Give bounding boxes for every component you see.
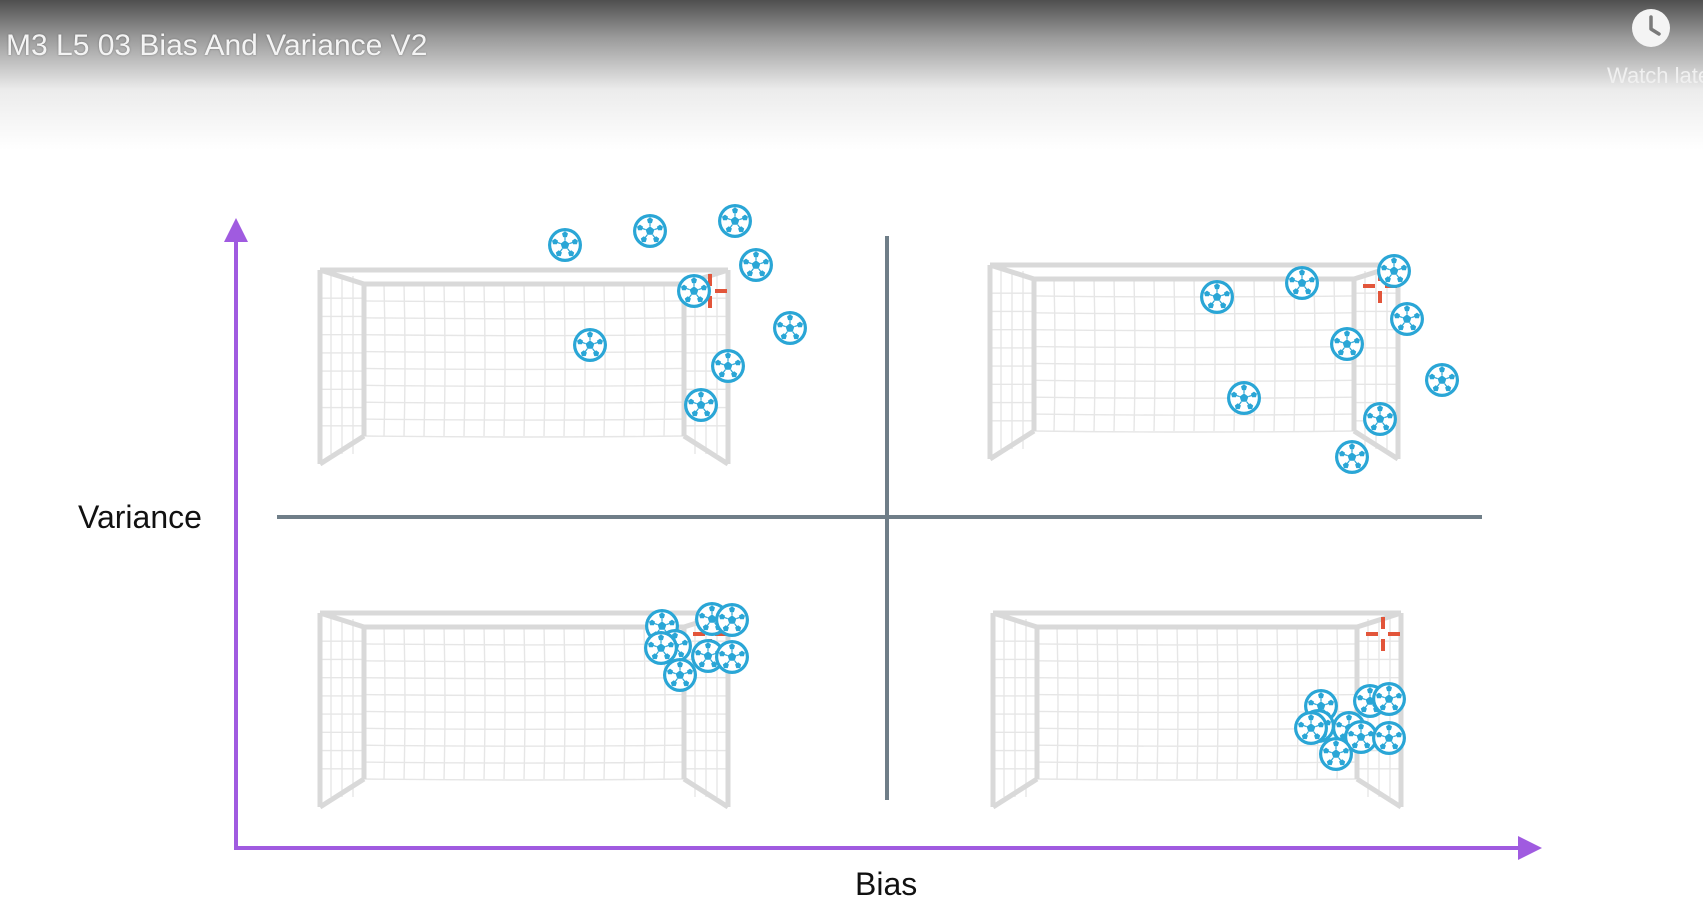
soccer-ball [1372,721,1406,755]
goal-net [990,610,1404,810]
soccer-ball [1344,720,1378,754]
bias-axis-label: Bias [855,866,917,902]
soccer-ball [1330,327,1364,361]
soccer-ball [1372,682,1406,716]
watch-later-label: Watch later [1607,63,1703,88]
soccer-ball [1363,402,1397,436]
variance-axis-label: Variance [78,499,202,535]
soccer-ball [1200,280,1234,314]
soccer-ball [1390,302,1424,336]
soccer-ball [773,311,807,345]
soccer-ball [684,388,718,422]
soccer-ball [573,328,607,362]
soccer-ball [548,228,582,262]
soccer-ball [1285,266,1319,300]
soccer-ball [715,640,749,674]
watch-later-button[interactable]: Watch later [1583,8,1703,90]
soccer-ball [1425,363,1459,397]
target-crosshair [1366,617,1400,651]
goal-net [317,610,731,810]
soccer-ball [677,274,711,308]
soccer-ball [1377,254,1411,288]
goal-net [987,262,1401,462]
quadrant-bottom-right [990,610,1406,810]
video-title[interactable]: M3 L5 03 Bias And Variance V2 [6,29,428,62]
quadrant-top-left [317,204,807,467]
soccer-ball [739,248,773,282]
quadrant-bottom-left [317,602,749,810]
soccer-ball [715,603,749,637]
soccer-ball [1319,737,1353,771]
soccer-ball [1227,381,1261,415]
soccer-ball [644,631,678,665]
soccer-ball [691,639,725,673]
soccer-ball [633,214,667,248]
soccer-ball [1294,711,1328,745]
goal-net [317,267,731,467]
soccer-ball [1335,440,1369,474]
soccer-ball [711,349,745,383]
soccer-ball [663,658,697,692]
quadrant-top-right [987,254,1459,474]
soccer-ball [718,204,752,238]
clock-icon [1632,9,1670,47]
